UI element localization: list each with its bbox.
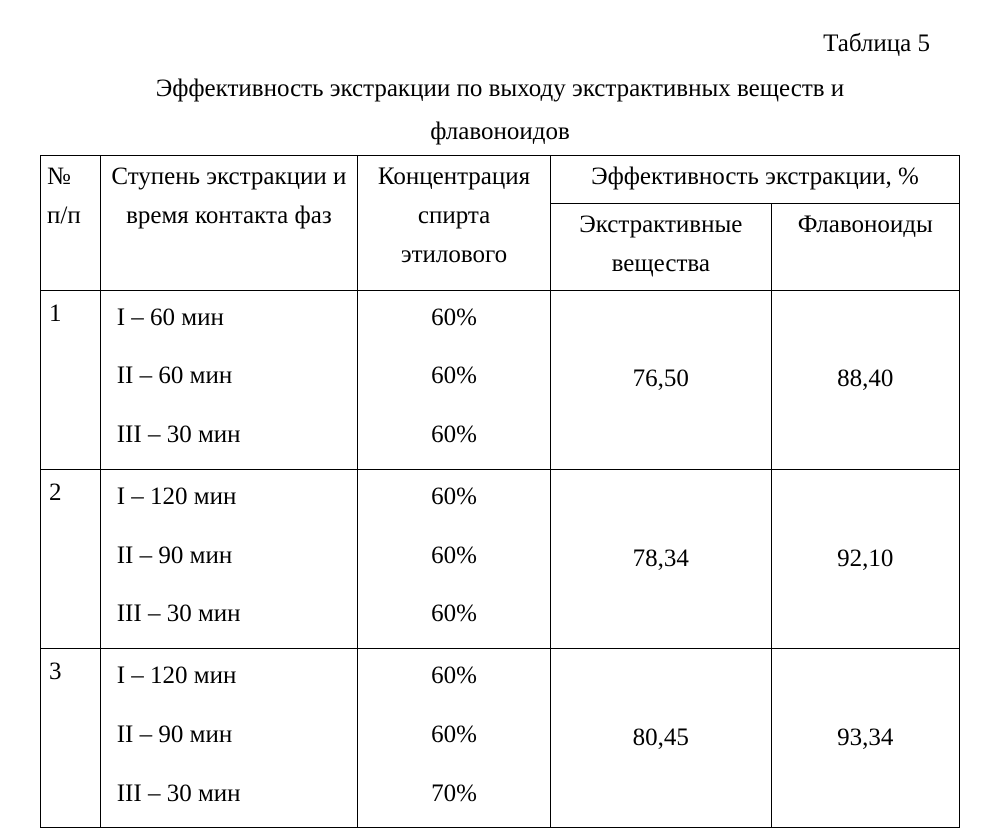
table-row: 1 I – 60 мин II – 60 мин III – 30 мин 60… — [41, 290, 960, 469]
conc-line: 60% — [358, 295, 550, 348]
stage-line: II – 90 мин — [117, 527, 357, 586]
stage-line: I – 120 мин — [117, 653, 357, 706]
cell-flavonoids: 88,40 — [771, 290, 959, 469]
cell-num: 3 — [41, 649, 101, 828]
header-conc: Концентрация спирта этилового — [358, 156, 551, 290]
stage-line: III – 30 мин — [117, 406, 357, 465]
cell-conc: 60% 60% 70% — [358, 649, 551, 828]
cell-num: 2 — [41, 469, 101, 648]
cell-extractives: 78,34 — [551, 469, 772, 648]
conc-line: 60% — [358, 706, 550, 765]
stage-line: I – 120 мин — [117, 474, 357, 527]
header-num: № п/п — [41, 156, 101, 290]
stage-line: I – 60 мин — [117, 295, 357, 348]
table-row: 3 I – 120 мин II – 90 мин III – 30 мин 6… — [41, 649, 960, 828]
conc-line: 60% — [358, 474, 550, 527]
stage-line: III – 30 мин — [117, 765, 357, 824]
cell-stage: I – 120 мин II – 90 мин III – 30 мин — [100, 469, 357, 648]
cell-conc: 60% 60% 60% — [358, 469, 551, 648]
header-eff-group: Эффективность экстракции, % — [551, 156, 960, 204]
table-row: 2 I – 120 мин II – 90 мин III – 30 мин 6… — [41, 469, 960, 648]
cell-flavonoids: 93,34 — [771, 649, 959, 828]
cell-extractives: 80,45 — [551, 649, 772, 828]
stage-line: II – 90 мин — [117, 706, 357, 765]
cell-flavonoids: 92,10 — [771, 469, 959, 648]
cell-conc: 60% 60% 60% — [358, 290, 551, 469]
header-extractives: Экстрактивные вещества — [551, 204, 772, 291]
conc-line: 60% — [358, 347, 550, 406]
cell-num: 1 — [41, 290, 101, 469]
conc-line: 60% — [358, 406, 550, 465]
stage-line: II – 60 мин — [117, 347, 357, 406]
conc-line: 70% — [358, 765, 550, 824]
header-stage: Ступень экстракции и время контакта фаз — [100, 156, 357, 290]
cell-stage: I – 120 мин II – 90 мин III – 30 мин — [100, 649, 357, 828]
caption-line-1: Эффективность экстракции по выходу экстр… — [40, 70, 960, 109]
stage-line: III – 30 мин — [117, 585, 357, 644]
caption-line-2: флавоноидов — [40, 113, 960, 152]
conc-line: 60% — [358, 653, 550, 706]
table-label: Таблица 5 — [40, 25, 960, 64]
conc-line: 60% — [358, 527, 550, 586]
conc-line: 60% — [358, 585, 550, 644]
cell-stage: I – 60 мин II – 60 мин III – 30 мин — [100, 290, 357, 469]
cell-extractives: 76,50 — [551, 290, 772, 469]
header-flavonoids: Флавоноиды — [771, 204, 959, 291]
extraction-efficiency-table: № п/п Ступень экстракции и время контакт… — [40, 155, 960, 828]
